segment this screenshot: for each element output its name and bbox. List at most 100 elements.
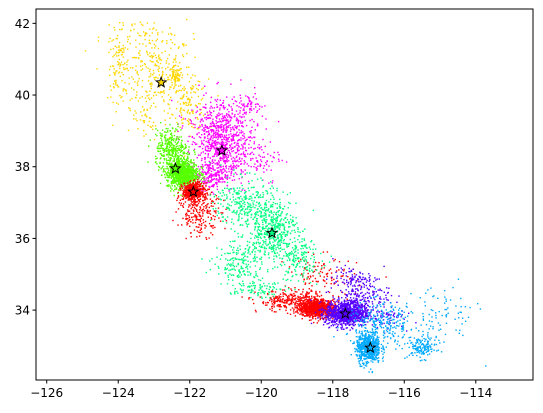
data-point xyxy=(218,142,220,144)
data-point xyxy=(296,311,299,313)
data-point xyxy=(186,66,188,69)
data-point xyxy=(180,164,182,167)
data-point xyxy=(194,117,197,119)
data-point xyxy=(208,110,211,112)
data-point xyxy=(161,52,163,54)
data-point xyxy=(169,145,171,147)
data-point xyxy=(215,120,217,122)
data-point xyxy=(277,120,280,123)
data-point xyxy=(244,105,246,108)
data-point xyxy=(164,148,166,150)
data-point xyxy=(321,299,323,301)
data-point xyxy=(190,165,192,168)
data-point xyxy=(182,118,185,120)
data-point xyxy=(185,180,187,182)
data-point xyxy=(211,162,214,164)
data-point xyxy=(195,163,197,166)
data-point xyxy=(184,179,186,181)
data-point xyxy=(196,182,199,184)
data-point xyxy=(298,300,300,302)
data-point xyxy=(177,183,180,185)
data-point xyxy=(178,136,180,138)
data-point xyxy=(175,61,177,63)
data-point xyxy=(355,262,358,264)
data-point xyxy=(248,97,250,100)
data-point xyxy=(204,152,207,155)
data-point xyxy=(171,173,173,175)
data-point xyxy=(122,22,124,24)
data-point xyxy=(212,122,214,124)
data-point xyxy=(189,180,192,182)
data-point xyxy=(229,147,231,149)
data-point xyxy=(187,184,190,186)
data-point xyxy=(309,306,311,308)
data-point xyxy=(248,147,250,149)
data-point xyxy=(171,73,174,75)
data-point xyxy=(303,279,305,281)
data-point xyxy=(186,73,189,76)
data-point xyxy=(193,137,195,139)
data-point xyxy=(303,267,306,269)
data-point xyxy=(169,185,171,187)
data-point xyxy=(180,170,183,172)
data-point xyxy=(237,121,239,123)
data-point xyxy=(154,47,156,49)
data-point xyxy=(210,131,213,133)
data-point xyxy=(237,119,240,122)
data-point xyxy=(122,24,124,26)
data-point xyxy=(182,122,184,124)
data-point xyxy=(167,76,169,79)
data-point xyxy=(155,158,157,160)
data-point xyxy=(225,159,228,162)
data-point xyxy=(182,96,184,99)
data-point xyxy=(320,306,322,308)
data-point xyxy=(207,147,210,150)
data-point xyxy=(306,314,308,316)
data-point xyxy=(318,262,320,264)
data-point xyxy=(157,165,160,168)
data-point xyxy=(169,74,171,76)
data-point xyxy=(301,309,303,311)
data-point xyxy=(231,117,233,119)
data-point xyxy=(187,175,189,178)
data-point xyxy=(163,99,165,101)
data-point xyxy=(332,307,334,309)
data-point xyxy=(215,150,217,153)
data-point xyxy=(154,54,157,57)
data-point xyxy=(167,171,169,173)
data-point xyxy=(198,195,200,197)
data-point xyxy=(218,164,221,167)
data-point xyxy=(182,43,184,45)
data-point xyxy=(171,68,173,70)
data-point xyxy=(300,297,302,300)
data-point xyxy=(171,151,174,154)
data-point xyxy=(215,153,217,155)
data-point xyxy=(180,204,182,206)
data-point xyxy=(167,176,170,179)
data-point xyxy=(202,199,205,202)
data-point xyxy=(331,308,333,310)
data-point xyxy=(174,64,177,66)
data-point xyxy=(173,87,175,90)
data-point xyxy=(212,125,214,127)
data-point xyxy=(222,119,224,122)
data-point xyxy=(177,74,180,77)
data-point xyxy=(270,298,272,300)
data-point xyxy=(196,184,198,186)
data-point xyxy=(231,139,233,141)
data-point xyxy=(198,226,200,228)
data-point xyxy=(189,104,192,106)
data-point xyxy=(124,47,126,49)
data-point xyxy=(178,162,180,164)
data-point xyxy=(311,311,313,314)
data-point xyxy=(177,175,179,177)
data-point xyxy=(210,205,212,207)
data-point xyxy=(195,178,197,180)
data-point xyxy=(210,148,212,150)
data-point xyxy=(296,305,298,307)
data-point xyxy=(198,223,200,226)
data-point xyxy=(317,301,319,304)
data-point xyxy=(191,171,193,174)
cluster-2-points xyxy=(147,122,210,197)
data-point xyxy=(206,211,208,214)
